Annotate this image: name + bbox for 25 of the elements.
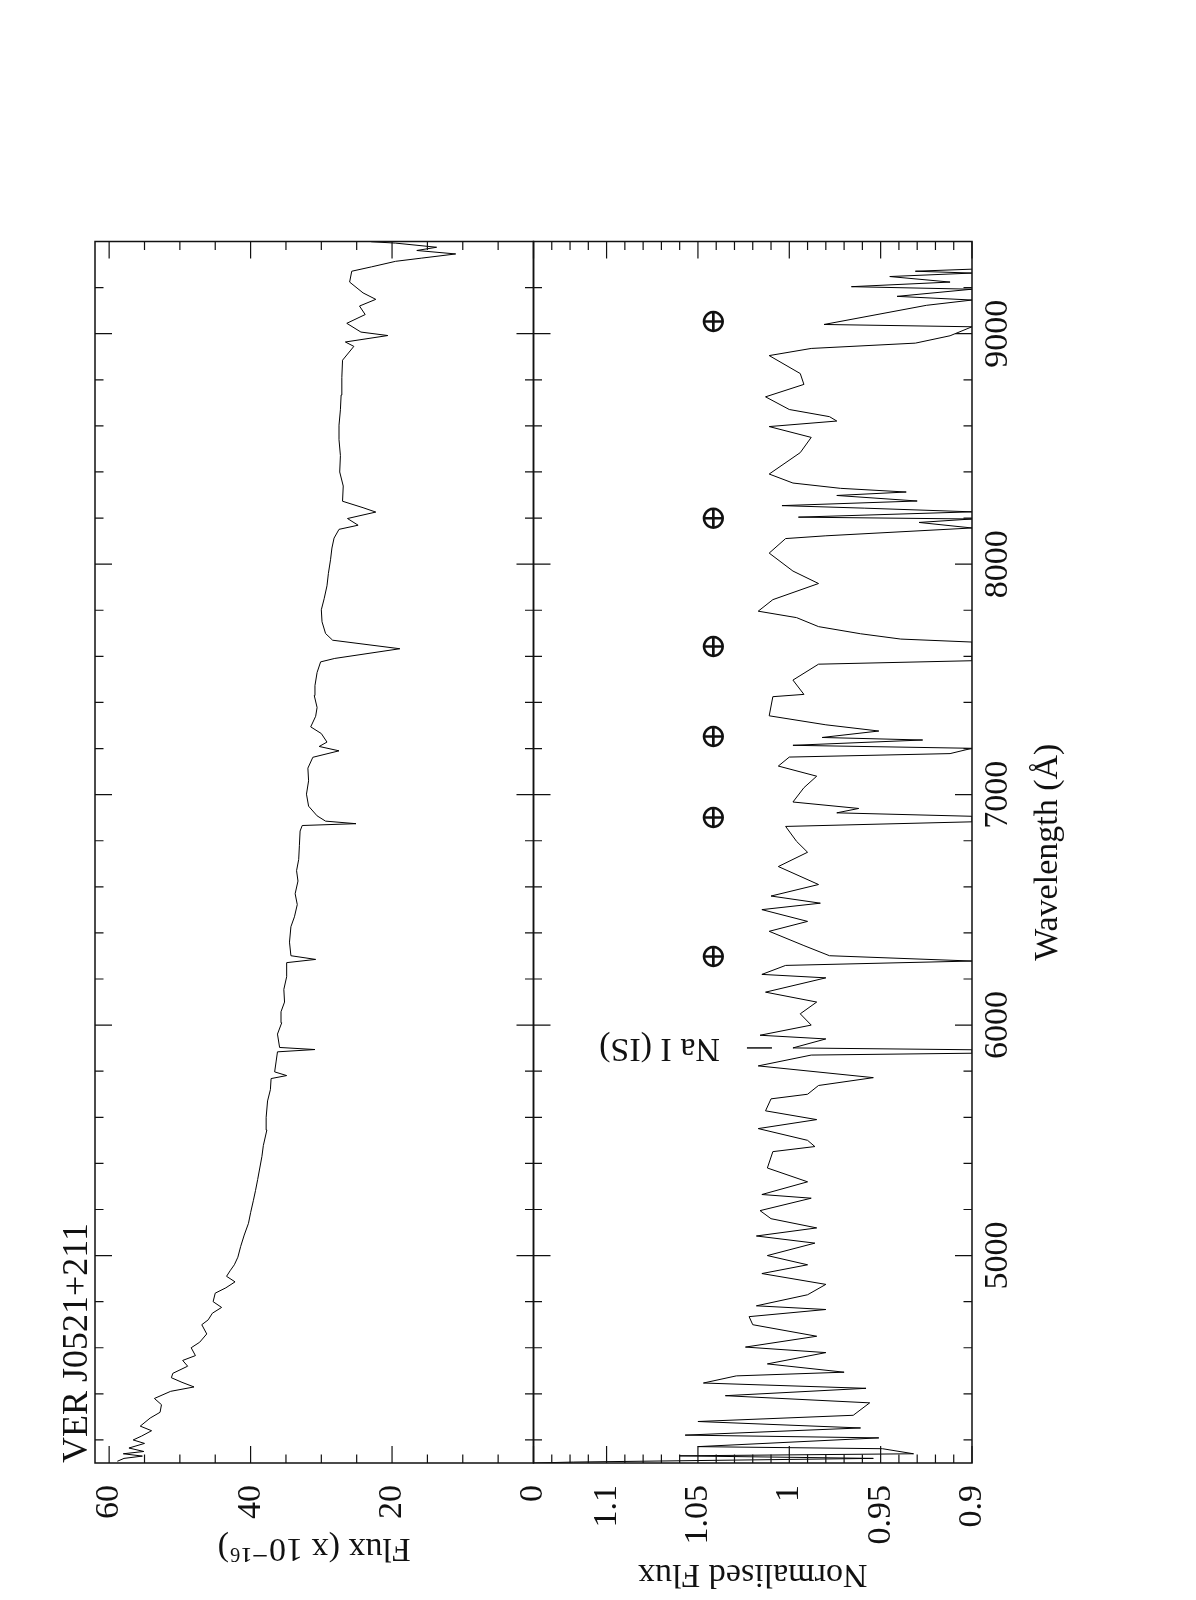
annotation: Na I (IS) — [599, 1031, 720, 1069]
annotation: ⊕ — [694, 503, 732, 533]
x-tick-label: 1.05 — [676, 1485, 714, 1545]
y-tick-label: 6000 — [976, 991, 1014, 1060]
x-axis-title: Normalised Flux — [638, 1557, 868, 1595]
x-tick-label: 1 — [768, 1485, 806, 1502]
y-tick-label: 9000 — [976, 299, 1014, 368]
x-tick-label: 60 — [88, 1485, 126, 1519]
y-tick-label: 8000 — [976, 530, 1014, 599]
x-tick-label: 0.9 — [950, 1485, 988, 1528]
x-tick-label: 1.1 — [585, 1485, 623, 1528]
text: VER J0521+211 — [55, 1223, 96, 1463]
x-axis-title: Flux (x 10⁻¹⁶) — [217, 1531, 411, 1570]
y-axis-title: Wavelength (Å) — [1026, 743, 1065, 961]
x-tick-label: 20 — [370, 1485, 408, 1519]
x-tick-label: 40 — [229, 1485, 267, 1519]
y-tick-label: 7000 — [976, 760, 1014, 829]
x-tick-label: 0 — [512, 1485, 550, 1502]
y-tick-label: 5000 — [976, 1221, 1014, 1290]
annotation: ⊕ — [694, 307, 732, 336]
x-tick-label: 0.95 — [859, 1485, 897, 1545]
annotation: ⊕ — [694, 632, 732, 661]
annotation: ⊕ — [694, 942, 732, 971]
annotation: ⊕ — [694, 722, 732, 751]
annotation: ⊕ — [694, 803, 732, 832]
